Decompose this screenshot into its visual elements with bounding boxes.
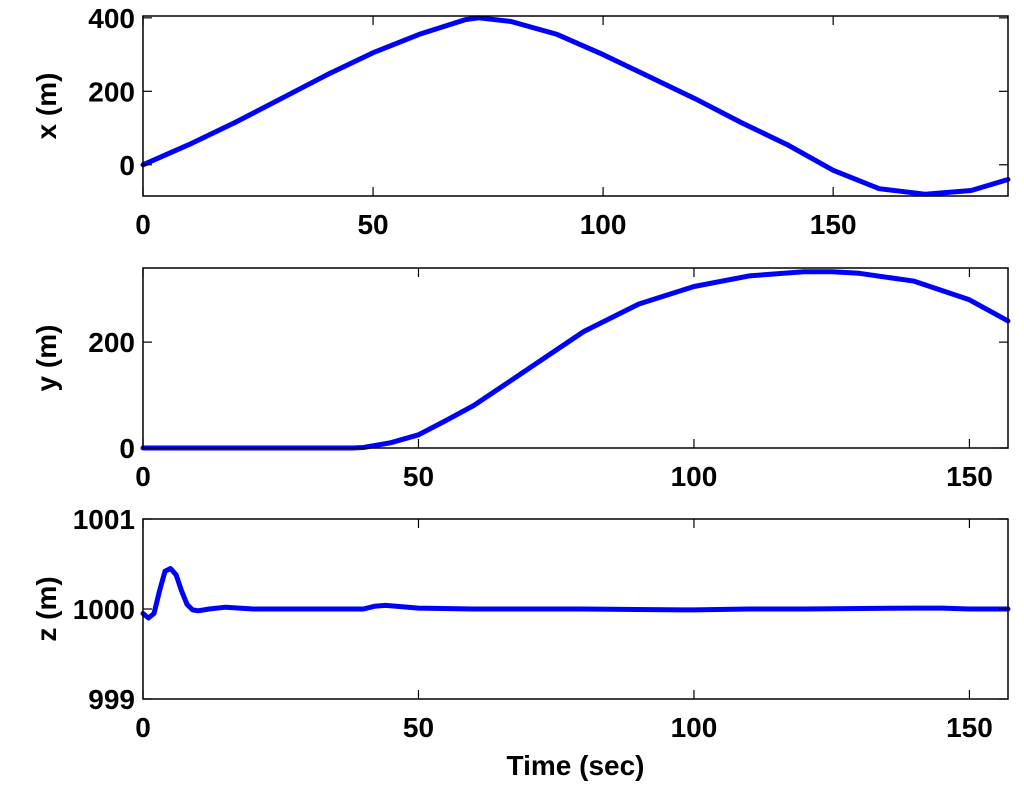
x-tick-label: 50 [357,209,388,240]
x-tick-label: 0 [135,461,151,492]
y-tick-label: 0 [119,433,135,464]
subplot-1: 0 50 100 150 0 200 400 x (m) [31,3,1011,240]
series-line-3-1 [140,566,1011,621]
y-tick-label: 200 [88,327,135,358]
y-axis-label: z (m) [31,576,62,641]
y-tick-label: 200 [88,76,135,107]
series-line-1-1 [140,15,1011,197]
x-tick-label: 0 [135,209,151,240]
x-tick-label: 150 [810,209,857,240]
y-tick-label: 1001 [73,504,135,535]
subplot-2: 0 50 100 150 0 200 y (m) [31,267,1011,492]
series-line-2-1 [140,269,1011,451]
y-tick-label: 400 [88,3,135,34]
x-tick-label: 0 [135,712,151,743]
y-tick-label: 999 [88,684,135,715]
x-axis-label: Time (sec) [507,750,645,781]
subplot-3: 0 50 100 150 999 1000 1001 z (m) Time (sec) [31,504,1011,781]
x-tick-label: 150 [946,461,993,492]
axes-frame [142,267,1009,449]
x-tick-label: 150 [946,712,993,743]
axes-frame [142,15,1009,197]
y-axis-label: y (m) [31,325,62,392]
y-tick-label: 1000 [73,594,135,625]
x-tick-label: 100 [580,209,627,240]
x-tick-label: 100 [671,712,718,743]
y-axis-label: x (m) [31,73,62,140]
x-tick-label: 50 [403,712,434,743]
x-tick-label: 100 [671,461,718,492]
x-tick-label: 50 [403,461,434,492]
y-tick-label: 0 [119,150,135,181]
